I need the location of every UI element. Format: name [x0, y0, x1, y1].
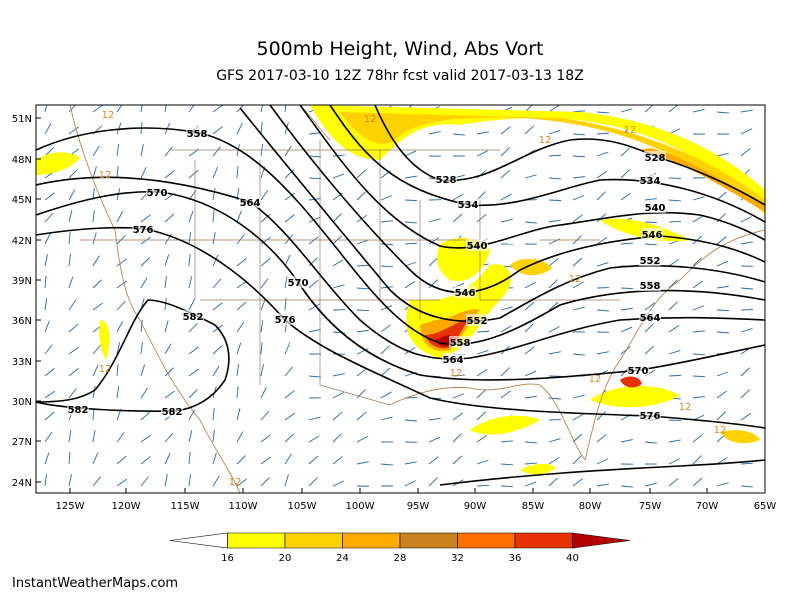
- latitude-label: 39N: [12, 276, 32, 287]
- contour-label: 558: [640, 281, 661, 292]
- contour-label: 540: [645, 203, 666, 214]
- colorbar-label: 28: [394, 553, 407, 564]
- colorbar-label: 20: [279, 553, 292, 564]
- contour-label: 576: [275, 315, 296, 326]
- colorbar-segment: [228, 533, 286, 548]
- contour-label: 534: [640, 176, 661, 187]
- longitude-label: 85W: [522, 501, 545, 512]
- longitude-label: 105W: [288, 501, 317, 512]
- contour-label: 570: [628, 366, 649, 377]
- vorticity-label: 12: [99, 364, 112, 375]
- contour-label: 582: [183, 312, 204, 323]
- contour-label: 576: [640, 411, 661, 422]
- colorbar-segment: [515, 533, 573, 548]
- contour-label: 534: [458, 200, 479, 211]
- longitude-label: 80W: [579, 501, 602, 512]
- contour-label: 570: [147, 188, 168, 199]
- wind-barb: [669, 375, 681, 376]
- colorbar-segment: [343, 533, 401, 548]
- contour-label: 582: [162, 407, 183, 418]
- latitude-label: 48N: [12, 155, 32, 166]
- wind-barb: [741, 309, 753, 310]
- colorbar-segment: [400, 533, 458, 548]
- latitude-label: 42N: [12, 236, 32, 247]
- colorbar-label: 40: [566, 553, 579, 564]
- contour-label: 558: [187, 129, 208, 140]
- vorticity-label: 12: [714, 425, 727, 436]
- longitude-label: 70W: [696, 501, 719, 512]
- longitude-label: 75W: [639, 501, 662, 512]
- contour-label: 540: [467, 241, 488, 252]
- contour-label: 546: [455, 288, 476, 299]
- longitude-label: 125W: [56, 501, 85, 512]
- vorticity-label: 12: [364, 114, 377, 125]
- longitude-label: 90W: [464, 501, 487, 512]
- latitude-label: 33N: [12, 357, 32, 368]
- longitude-label: 120W: [112, 501, 141, 512]
- contour-label: 528: [645, 153, 666, 164]
- colorbar-label: 32: [451, 553, 464, 564]
- latitude-label: 24N: [12, 478, 32, 489]
- contour-label: 564: [443, 355, 464, 366]
- contour-label: 582: [68, 405, 89, 416]
- contour-label: 576: [133, 225, 154, 236]
- latitude-label: 36N: [12, 316, 32, 327]
- latitude-label: 30N: [12, 397, 32, 408]
- longitude-label: 100W: [346, 501, 375, 512]
- vorticity-label: 12: [624, 125, 637, 136]
- wind-barb: [405, 200, 417, 201]
- vorticity-label: 12: [229, 477, 242, 488]
- contour-label: 528: [436, 175, 457, 186]
- contour-label: 570: [288, 278, 309, 289]
- vorticity-label: 12: [539, 135, 552, 146]
- vorticity-label: 12: [679, 402, 692, 413]
- latitude-label: 51N: [12, 114, 32, 125]
- subtitle: GFS 2017-03-10 12Z 78hr fcst valid 2017-…: [216, 68, 584, 84]
- contour-label: 564: [240, 198, 261, 209]
- wind-barb: [717, 310, 729, 311]
- footer: InstantWeatherMaps.com: [12, 576, 178, 591]
- colorbar-segment: [458, 533, 516, 548]
- contour-label: 546: [642, 230, 663, 241]
- colorbar-label: 24: [336, 553, 349, 564]
- contour-label: 552: [640, 256, 661, 267]
- wind-barb: [477, 331, 489, 332]
- colorbar-label: 16: [221, 553, 234, 564]
- title: 500mb Height, Wind, Abs Vort: [257, 38, 544, 60]
- longitude-label: 65W: [754, 501, 777, 512]
- vorticity-label: 12: [99, 170, 112, 181]
- contour-label: 558: [450, 338, 471, 349]
- latitude-label: 45N: [12, 195, 32, 206]
- contour-label: 552: [467, 316, 488, 327]
- contour-label: 564: [640, 313, 661, 324]
- vorticity-label: 12: [589, 374, 602, 385]
- longitude-label: 110W: [229, 501, 258, 512]
- vorticity-label: 12: [450, 368, 463, 379]
- wind-barb: [621, 288, 633, 289]
- wind-barb: [357, 310, 369, 311]
- vorticity-label: 12: [102, 110, 115, 121]
- vorticity-label: 12: [569, 274, 582, 285]
- longitude-label: 95W: [407, 501, 430, 512]
- longitude-label: 115W: [171, 501, 200, 512]
- colorbar-segment: [285, 533, 343, 548]
- colorbar-label: 36: [509, 553, 522, 564]
- latitude-label: 27N: [12, 437, 32, 448]
